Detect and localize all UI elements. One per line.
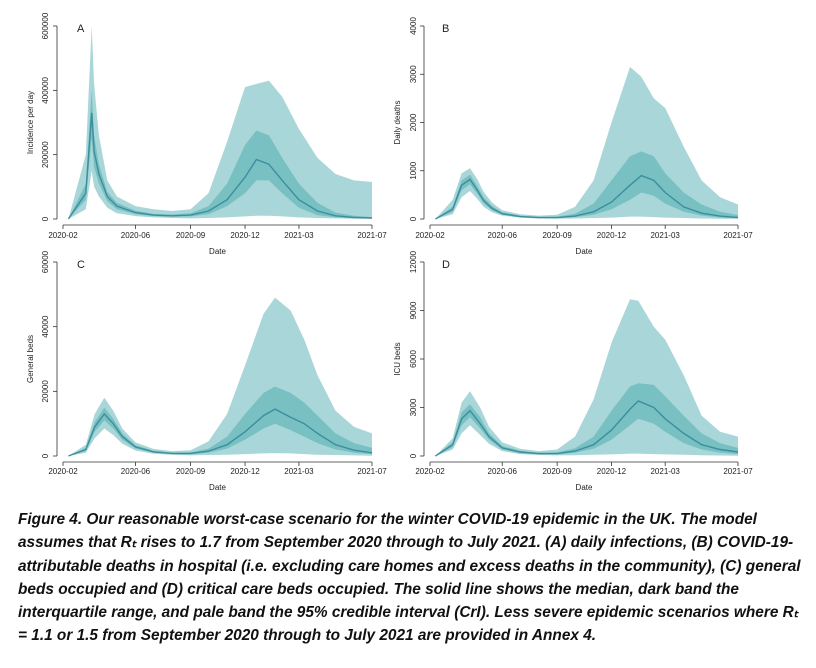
figure-panels: 2020-02 2020-06 2020-09 2020-12 2021-03 2021-…	[26, 12, 753, 492]
panel-a-x-tick-label: 2020-12	[230, 231, 260, 240]
panel-c-y-tick-label: 40000	[41, 315, 50, 338]
panel-a-y-tick-label: 400000	[41, 76, 50, 103]
panel-d-y-tick-label: 0	[409, 453, 418, 458]
panel-b-x-tick-label: 2020-02	[415, 231, 445, 240]
panel-a-x-tick-label: 2020-02	[48, 231, 78, 240]
panel-a-y-tick-label: 200000	[41, 141, 50, 168]
panel-b-x-tick-label: 2020-12	[597, 231, 627, 240]
panel-b-y-tick-label: 2000	[409, 113, 418, 131]
panel-b-iqr-band	[435, 151, 738, 219]
panel-c-x-tick-label: 2020-06	[121, 467, 151, 476]
panel-d-x-tick-label: 2021-03	[650, 467, 680, 476]
panel-a-median-line	[67, 112, 373, 220]
panel-a-iqr-band	[68, 90, 373, 219]
panel-a-x-tick-label: 2021-07	[357, 231, 387, 240]
panel-c-x-tick-label: 2021-03	[284, 467, 314, 476]
panel-d-y-tick-label: 9000	[409, 301, 418, 319]
panel-d-x-tick-label: 2020-06	[488, 467, 518, 476]
panel-d-x-tick-label: 2020-12	[597, 467, 627, 476]
panel-a-x-tick-label: 2020-06	[121, 231, 151, 240]
panel-d-x-axis-title: Date	[576, 483, 593, 492]
panel-b-x-tick-label: 2021-07	[723, 231, 753, 240]
panel-b-median-line	[435, 174, 739, 220]
panel-b-letter: B	[442, 23, 449, 35]
panel-a-y-axis-title: Incidence per day	[26, 91, 35, 154]
panel-c-y-tick-label: 0	[41, 453, 50, 458]
chart-svg: 2020-02 2020-06 2020-09 2020-12 2021-03 2021-…	[26, 12, 753, 492]
panel-a-ci95-band	[68, 26, 373, 219]
panel-c-x-tick-label: 2021-07	[357, 467, 387, 476]
panel-a-y-tick-label: 600000	[41, 12, 50, 39]
panel-d-letter: D	[442, 259, 450, 271]
panel-d-y-tick-label: 3000	[409, 398, 418, 416]
panel-c-x-tick-label: 2020-12	[230, 467, 260, 476]
panel-a-x-tick-label: 2021-03	[284, 231, 314, 240]
panel-c-x-tick-label: 2020-09	[176, 467, 206, 476]
panel-a-x-tick-label: 2020-09	[176, 231, 206, 240]
panel-d-y-tick-label: 12000	[409, 250, 418, 273]
panel-b-x-tick-label: 2020-06	[488, 231, 518, 240]
panel-c-y-axis-title: General beds	[26, 335, 35, 383]
panel-c-y-tick-label: 20000	[41, 380, 50, 403]
panel-b-x-axis-title: Date	[576, 247, 593, 256]
figure-caption: Figure 4. Our reasonable worst-case scen…	[18, 511, 801, 645]
panel-d-x-tick-label: 2021-07	[723, 467, 753, 476]
panel-b-x-tick-label: 2020-09	[542, 231, 572, 240]
panel-d-iqr-band	[435, 383, 738, 456]
panel-d-median-line	[435, 400, 739, 457]
panel-c-y-tick-label: 60000	[41, 250, 50, 273]
panel-b-y-tick-label: 4000	[409, 17, 418, 35]
panel-a-y-tick-label: 0	[41, 216, 50, 221]
panel-b-x-tick-label: 2021-03	[650, 231, 680, 240]
panel-b-y-axis-title: Daily deaths	[393, 100, 402, 144]
panel-b-y-tick-label: 3000	[409, 65, 418, 83]
panel-c-x-tick-label: 2020-02	[48, 467, 78, 476]
panel-d-y-axis-title: ICU beds	[393, 342, 402, 375]
panel-c-iqr-band	[68, 386, 373, 456]
panel-d-x-tick-label: 2020-02	[415, 467, 445, 476]
panel-c-median-line	[68, 408, 373, 457]
panel-c-letter: C	[77, 259, 85, 271]
panel-a-letter: A	[77, 23, 85, 35]
panel-b-y-tick-label: 0	[409, 216, 418, 221]
panel-c-x-axis-title: Date	[209, 483, 226, 492]
panel-d-x-tick-label: 2020-09	[542, 467, 572, 476]
panel-d-y-tick-label: 6000	[409, 350, 418, 368]
panel-a-x-axis-title: Date	[209, 247, 226, 256]
panel-b-y-tick-label: 1000	[409, 161, 418, 179]
